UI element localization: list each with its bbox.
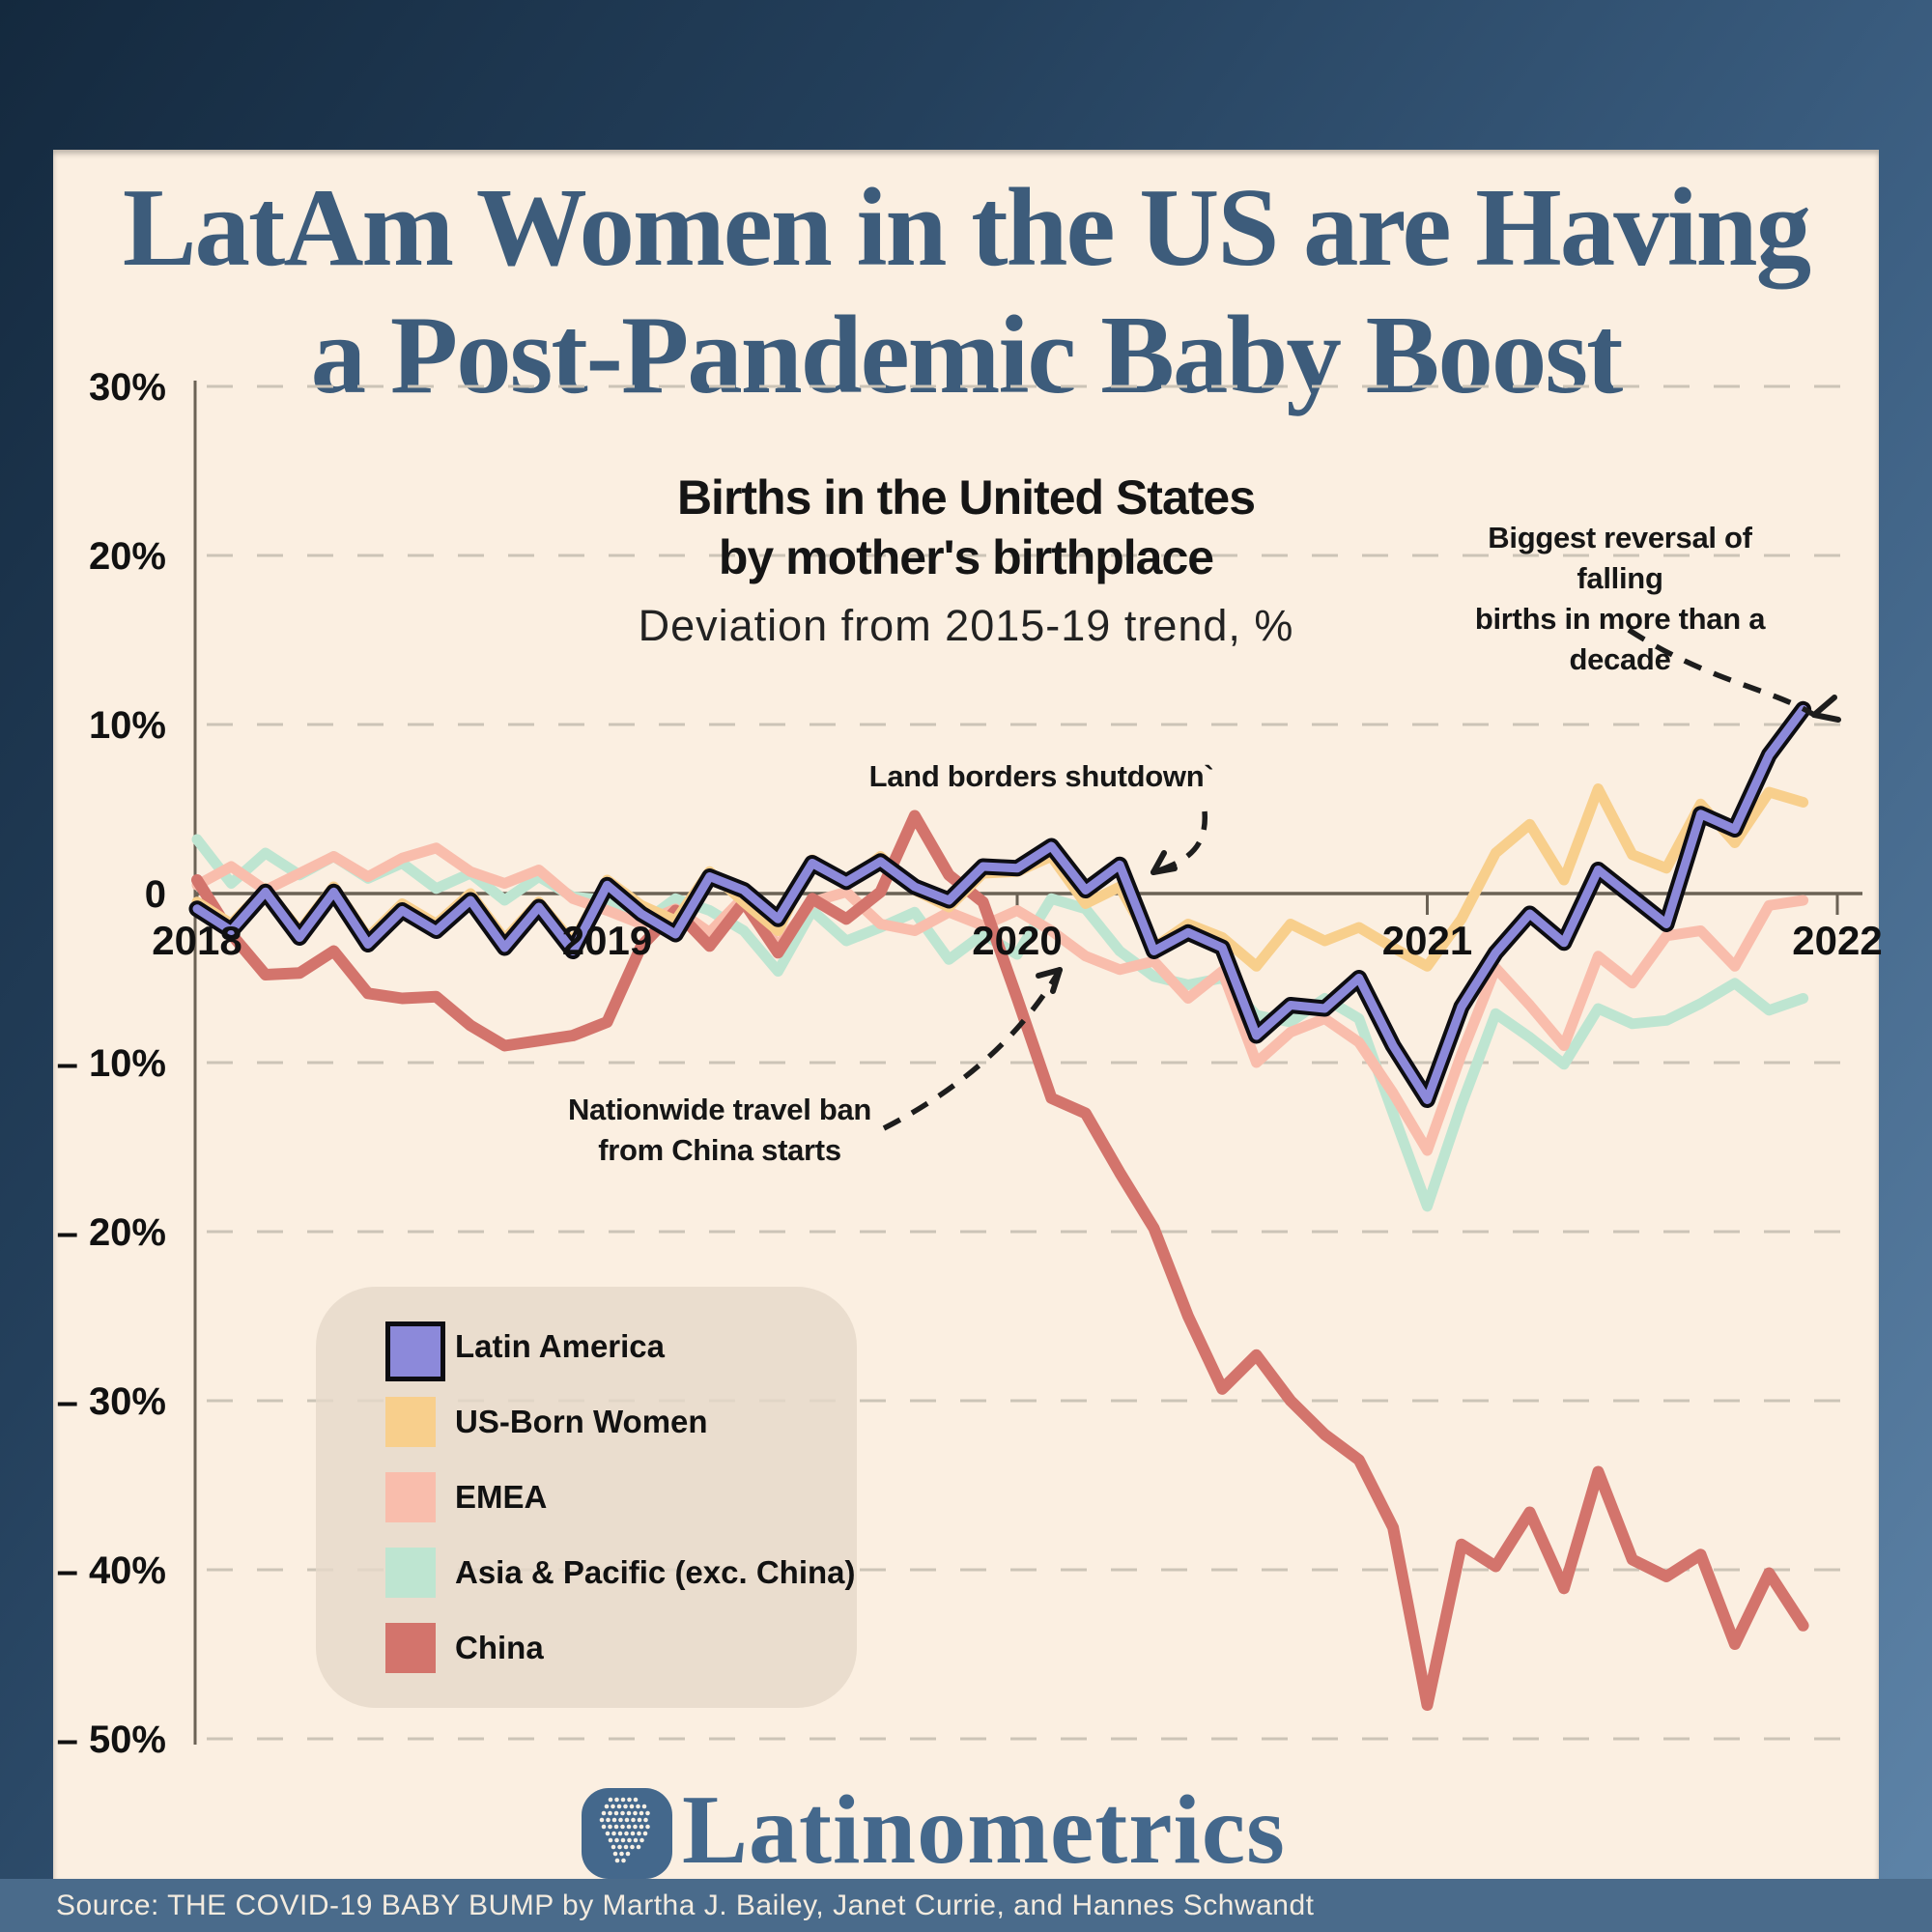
svg-text:10%: 10%	[89, 704, 166, 747]
legend-panel: Latin America US-Born Women EMEA Asia & …	[316, 1287, 857, 1708]
latinometrics-wordmark: Latinometrics	[682, 1776, 1286, 1885]
chart-subtitle-units: Deviation from 2015-19 trend, %	[638, 601, 1294, 650]
svg-text:– 40%: – 40%	[57, 1549, 166, 1592]
annotation-biggest-reversal: Biggest reversal of falling births in mo…	[1474, 521, 1766, 676]
source-text: Source: THE COVID-19 BABY BUMP by Martha…	[56, 1889, 1315, 1921]
svg-text:2020: 2020	[972, 918, 1062, 963]
legend-swatch-china	[385, 1623, 436, 1673]
source-bar: Source: THE COVID-19 BABY BUMP by Martha…	[0, 1879, 1932, 1932]
svg-text:2022: 2022	[1792, 918, 1882, 963]
chart-subtitle-line2: by mother's birthplace	[718, 530, 1214, 584]
page-title-line2: a Post-Pandemic Baby Boost	[310, 294, 1624, 416]
svg-text:– 20%: – 20%	[57, 1211, 166, 1254]
annotation-land-borders: Land borders shutdown`	[868, 759, 1214, 793]
svg-text:2018: 2018	[152, 918, 242, 963]
svg-text:– 30%: – 30%	[57, 1380, 166, 1423]
svg-text:20%: 20%	[89, 535, 166, 578]
page-title-line1: LatAm Women in the US are Having	[122, 166, 1811, 289]
legend-swatch-latin-america	[385, 1321, 445, 1381]
legend-swatch-emea	[385, 1472, 436, 1522]
svg-text:2019: 2019	[562, 918, 652, 963]
annotation-travel-ban: Nationwide travel ban from China starts	[567, 1093, 872, 1167]
legend-swatch-us-born-women	[385, 1397, 436, 1447]
svg-text:2021: 2021	[1382, 918, 1472, 963]
svg-text:30%: 30%	[89, 366, 166, 409]
latinometrics-logo-icon	[582, 1788, 672, 1879]
svg-text:0: 0	[145, 873, 166, 916]
svg-text:– 50%: – 50%	[57, 1719, 166, 1761]
legend-swatch-asia-pacific	[385, 1548, 436, 1598]
chart-subtitle: Births in the United States by mother's …	[531, 468, 1401, 651]
page-title: LatAm Women in the US are Having a Post-…	[0, 164, 1932, 419]
chart-subtitle-line1: Births in the United States	[676, 470, 1256, 525]
svg-text:– 10%: – 10%	[57, 1042, 166, 1085]
